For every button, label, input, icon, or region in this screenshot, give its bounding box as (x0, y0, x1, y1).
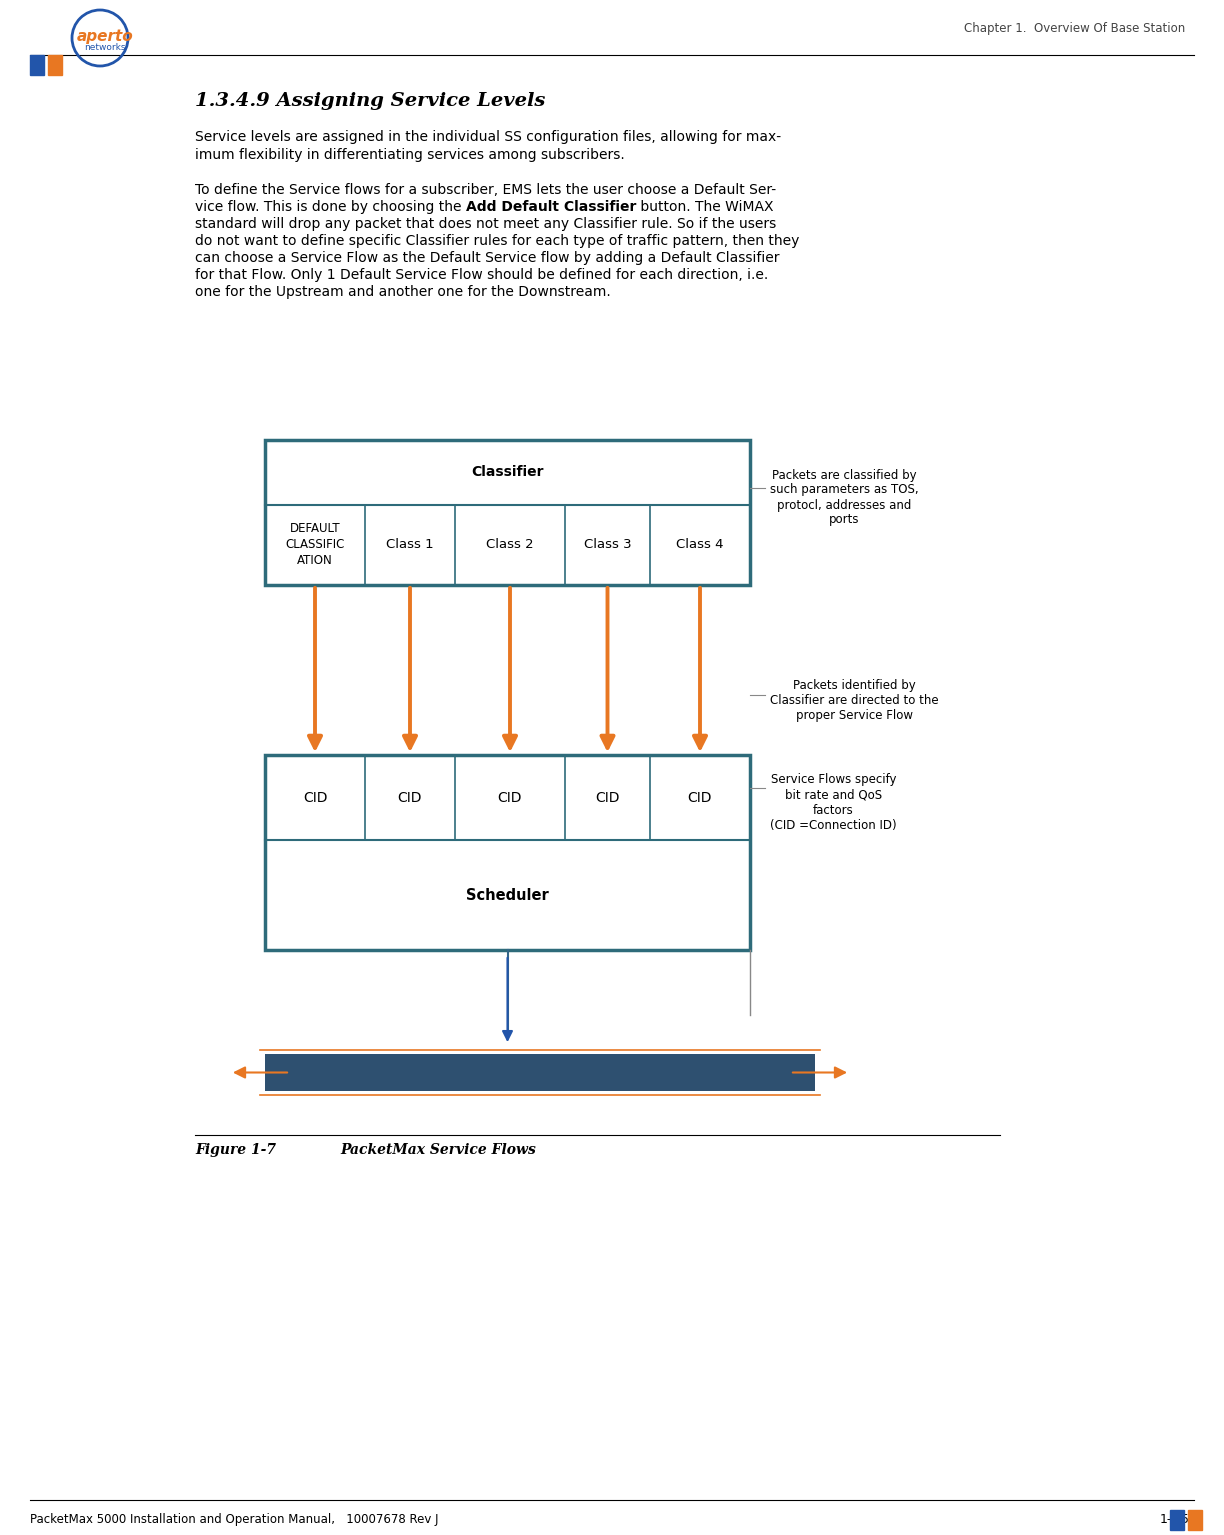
Text: 1–15: 1–15 (1160, 1514, 1190, 1526)
Text: standard will drop any packet that does not meet any Classifier rule. So if the : standard will drop any packet that does … (195, 216, 776, 230)
Text: Figure 1-7: Figure 1-7 (195, 1144, 275, 1157)
Text: CID: CID (398, 791, 422, 804)
Text: CID: CID (302, 791, 327, 804)
Text: can choose a Service Flow as the Default Service flow by adding a Default Classi: can choose a Service Flow as the Default… (195, 252, 780, 266)
Text: Service levels are assigned in the individual SS configuration files, allowing f: Service levels are assigned in the indiv… (195, 130, 781, 144)
Text: one for the Upstream and another one for the Downstream.: one for the Upstream and another one for… (195, 286, 611, 299)
Text: To define the Service flows for a subscriber, EMS lets the user choose a Default: To define the Service flows for a subscr… (195, 183, 776, 196)
Text: Classifier: Classifier (471, 465, 543, 479)
Bar (1170, 1510, 1184, 1530)
Text: networks: networks (84, 43, 126, 52)
Text: PacketMax 5000 Installation and Operation Manual,   10007678 Rev J: PacketMax 5000 Installation and Operatio… (31, 1514, 438, 1526)
Text: Service Flows specify
bit rate and QoS
factors
(CID =Connection ID): Service Flows specify bit rate and QoS f… (770, 774, 897, 832)
Text: Class 1: Class 1 (387, 539, 433, 551)
Text: Packets identified by
Classifier are directed to the
proper Service Flow: Packets identified by Classifier are dir… (770, 678, 939, 721)
Text: 1.3.4.9 Assigning Service Levels: 1.3.4.9 Assigning Service Levels (195, 92, 546, 111)
Text: PacketMax Service Flows: PacketMax Service Flows (340, 1144, 536, 1157)
Text: for that Flow. Only 1 Default Service Flow should be defined for each direction,: for that Flow. Only 1 Default Service Fl… (195, 269, 769, 282)
Text: CID: CID (595, 791, 619, 804)
Text: Chapter 1.  Overview Of Base Station: Chapter 1. Overview Of Base Station (963, 21, 1185, 35)
Text: vice flow. This is done by choosing the: vice flow. This is done by choosing the (195, 200, 466, 213)
Text: Add Default Classifier: Add Default Classifier (466, 200, 636, 213)
Bar (31, 55, 44, 75)
Bar (266, 441, 750, 585)
Bar (48, 55, 62, 75)
Bar (266, 755, 750, 950)
Text: CID: CID (498, 791, 523, 804)
Bar (266, 1055, 815, 1091)
Text: Class 2: Class 2 (486, 539, 534, 551)
Text: Scheduler: Scheduler (466, 887, 548, 903)
Text: Packets are classified by
such parameters as TOS,
protocl, addresses and
ports: Packets are classified by such parameter… (770, 468, 919, 527)
Text: button. The WiMAX: button. The WiMAX (636, 200, 774, 213)
Text: imum flexibility in differentiating services among subscribers.: imum flexibility in differentiating serv… (195, 147, 624, 163)
Text: aperto: aperto (77, 29, 133, 43)
Bar (1189, 1510, 1202, 1530)
Text: do not want to define specific Classifier rules for each type of traffic pattern: do not want to define specific Classifie… (195, 233, 799, 249)
Text: DEFAULT
CLASSIFIC
ATION: DEFAULT CLASSIFIC ATION (285, 522, 345, 568)
Text: CID: CID (688, 791, 712, 804)
Text: Class 3: Class 3 (584, 539, 632, 551)
Text: Class 4: Class 4 (676, 539, 723, 551)
